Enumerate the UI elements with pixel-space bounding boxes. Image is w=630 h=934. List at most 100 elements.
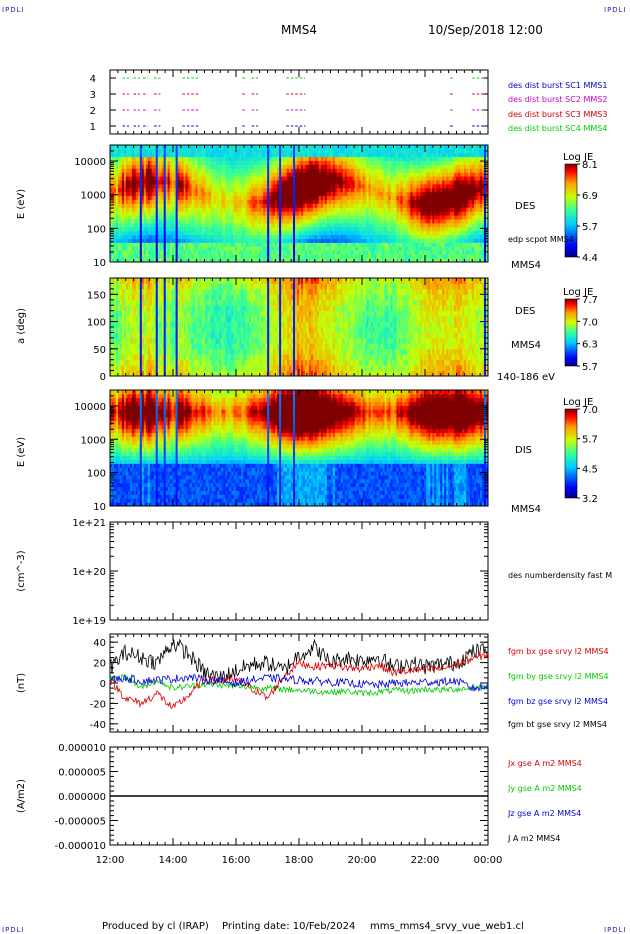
des-energy-cell bbox=[338, 215, 342, 220]
des-energy-cell bbox=[131, 156, 135, 161]
des-energy-cell bbox=[336, 211, 340, 216]
des-energy-cell bbox=[316, 168, 320, 173]
des-energy-cell bbox=[181, 242, 185, 247]
des-energy-cell bbox=[195, 223, 198, 228]
des-energy-cell bbox=[330, 199, 334, 204]
des-energy-cell bbox=[193, 211, 196, 216]
des-energy-cell bbox=[273, 145, 276, 150]
des-energy-cell bbox=[390, 203, 393, 208]
des-energy-cell bbox=[135, 207, 139, 212]
des-energy-cell bbox=[197, 180, 200, 185]
des-energy-cell bbox=[406, 215, 409, 220]
des-energy-cell bbox=[255, 168, 258, 173]
des-energy-cell bbox=[356, 207, 360, 212]
des-energy-cell bbox=[414, 152, 417, 158]
des-energy-cell bbox=[300, 203, 304, 208]
des-energy-cell bbox=[368, 203, 372, 208]
des-energy-cell bbox=[227, 242, 230, 247]
des-energy-cell bbox=[422, 199, 425, 204]
des-energy-cell bbox=[420, 234, 423, 239]
des-energy-cell bbox=[314, 207, 318, 212]
des-energy-cell bbox=[322, 148, 326, 154]
des-energy-cell bbox=[229, 156, 232, 161]
des-energy-cell bbox=[205, 176, 208, 181]
des-energy-cell bbox=[416, 191, 419, 197]
des-energy-cell bbox=[219, 180, 222, 185]
des-energy-cell bbox=[352, 199, 356, 204]
des-energy-cell bbox=[410, 148, 413, 154]
des-energy-cell bbox=[304, 238, 308, 243]
des-energy-cell bbox=[392, 168, 395, 173]
des-energy-cell bbox=[115, 219, 119, 224]
des-energy-cell bbox=[267, 172, 270, 177]
des-energy-cell bbox=[155, 234, 159, 239]
des-energy-cell bbox=[227, 168, 230, 173]
des-energy-cell bbox=[404, 176, 407, 181]
des-energy-cell bbox=[318, 195, 322, 200]
des-energy-cell bbox=[302, 246, 306, 251]
des-energy-cell bbox=[293, 234, 296, 239]
des-energy-cell bbox=[153, 160, 157, 165]
des-energy-cell bbox=[217, 180, 220, 185]
des-energy-cell bbox=[338, 230, 342, 236]
des-energy-cell bbox=[289, 219, 292, 224]
des-energy-cell bbox=[249, 238, 252, 243]
des-energy-cell bbox=[247, 238, 250, 243]
des-energy-cell bbox=[251, 164, 254, 169]
des-energy-cell bbox=[424, 176, 427, 181]
des-energy-cell bbox=[243, 184, 246, 189]
des-energy-cell bbox=[139, 203, 143, 208]
des-energy-cell bbox=[271, 164, 274, 169]
des-energy-cell bbox=[147, 160, 151, 165]
des-energy-cell bbox=[155, 187, 159, 193]
des-energy-cell bbox=[398, 191, 401, 197]
des-energy-cell bbox=[261, 203, 264, 208]
des-energy-cell bbox=[237, 172, 240, 177]
des-energy-cell bbox=[171, 184, 175, 189]
des-energy-cell bbox=[277, 148, 280, 154]
des-energy-cell bbox=[237, 187, 240, 193]
des-energy-cell bbox=[356, 223, 360, 228]
des-energy-cell bbox=[219, 184, 222, 189]
des-energy-cell bbox=[416, 172, 419, 177]
des-energy-cell bbox=[247, 203, 250, 208]
des-energy-cell bbox=[285, 160, 288, 165]
des-energy-cell bbox=[300, 230, 304, 236]
des-energy-cell bbox=[384, 230, 387, 236]
des-energy-cell bbox=[352, 223, 356, 228]
des-energy-cell bbox=[293, 207, 296, 212]
des-energy-cell bbox=[229, 230, 232, 236]
des-energy-cell bbox=[211, 211, 214, 216]
des-energy-cell bbox=[233, 168, 236, 173]
des-energy-cell bbox=[153, 242, 157, 247]
des-energy-cell bbox=[354, 184, 358, 189]
des-energy-cell bbox=[237, 164, 240, 169]
des-energy-cell bbox=[151, 168, 155, 173]
des-energy-cell bbox=[366, 176, 370, 181]
des-energy-cell bbox=[340, 203, 344, 208]
des-energy-cell bbox=[314, 242, 318, 247]
des-energy-cell bbox=[386, 184, 389, 189]
des-energy-cell bbox=[149, 148, 153, 154]
des-energy-cell bbox=[119, 246, 123, 251]
des-energy-cell bbox=[235, 238, 238, 243]
des-energy-cell bbox=[291, 168, 294, 173]
des-energy-cell bbox=[187, 148, 190, 154]
des-energy-cell bbox=[247, 191, 250, 197]
des-energy-cell bbox=[368, 187, 372, 193]
des-energy-cell bbox=[121, 152, 125, 158]
des-energy-cell bbox=[334, 156, 338, 161]
des-energy-cell bbox=[229, 191, 232, 197]
des-energy-cell bbox=[324, 215, 328, 220]
des-energy-cell bbox=[392, 207, 395, 212]
des-energy-cell bbox=[163, 199, 167, 204]
des-energy-cell bbox=[326, 254, 330, 259]
des-energy-cell bbox=[111, 156, 115, 161]
des-energy-cell bbox=[131, 242, 135, 247]
des-energy-cell bbox=[308, 152, 312, 158]
des-energy-cell bbox=[420, 211, 423, 216]
des-energy-cell bbox=[412, 164, 415, 169]
des-energy-cell bbox=[346, 145, 350, 150]
des-energy-cell bbox=[201, 199, 204, 204]
des-energy-cell bbox=[299, 254, 302, 259]
